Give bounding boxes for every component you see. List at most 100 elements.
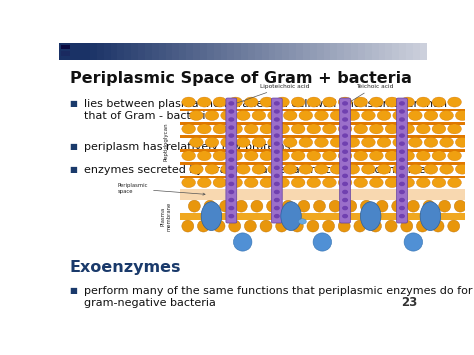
Bar: [420, 43, 427, 60]
Circle shape: [229, 118, 234, 121]
Ellipse shape: [456, 110, 469, 120]
Bar: [207, 43, 214, 60]
Circle shape: [400, 110, 404, 113]
Bar: [255, 43, 262, 60]
Ellipse shape: [260, 124, 273, 134]
Bar: [241, 43, 248, 60]
Ellipse shape: [237, 164, 250, 174]
Ellipse shape: [307, 178, 320, 187]
Ellipse shape: [315, 137, 328, 147]
Ellipse shape: [299, 219, 306, 224]
Ellipse shape: [454, 200, 466, 212]
Circle shape: [229, 110, 234, 113]
Ellipse shape: [401, 151, 414, 161]
Circle shape: [400, 102, 404, 105]
Ellipse shape: [237, 137, 250, 147]
Circle shape: [274, 166, 279, 169]
Circle shape: [274, 126, 279, 129]
Ellipse shape: [281, 202, 301, 230]
Bar: [413, 43, 420, 60]
Ellipse shape: [370, 220, 382, 232]
Ellipse shape: [292, 178, 305, 187]
Ellipse shape: [385, 178, 399, 187]
Ellipse shape: [338, 220, 350, 232]
Text: Periplasmic Space of Gram + bacteria: Periplasmic Space of Gram + bacteria: [70, 71, 411, 86]
Ellipse shape: [252, 110, 266, 120]
Ellipse shape: [360, 202, 381, 230]
Ellipse shape: [362, 110, 375, 120]
Ellipse shape: [198, 151, 211, 161]
Ellipse shape: [299, 164, 313, 174]
Ellipse shape: [266, 200, 279, 212]
Circle shape: [229, 214, 234, 218]
Ellipse shape: [307, 124, 320, 134]
Ellipse shape: [245, 151, 258, 161]
Ellipse shape: [370, 124, 383, 134]
Ellipse shape: [409, 110, 422, 120]
Text: ■: ■: [70, 142, 77, 151]
Ellipse shape: [233, 233, 252, 251]
Ellipse shape: [299, 110, 313, 120]
Ellipse shape: [198, 178, 211, 187]
Ellipse shape: [338, 178, 352, 187]
Bar: [283, 43, 290, 60]
Ellipse shape: [432, 124, 446, 134]
Bar: [104, 43, 111, 60]
Bar: [228, 43, 235, 60]
Ellipse shape: [338, 97, 352, 107]
Circle shape: [229, 150, 234, 153]
Ellipse shape: [229, 124, 242, 134]
Bar: [152, 43, 159, 60]
Circle shape: [274, 134, 279, 137]
Ellipse shape: [245, 220, 256, 232]
Ellipse shape: [307, 97, 320, 107]
Ellipse shape: [424, 164, 438, 174]
Ellipse shape: [329, 200, 341, 212]
Ellipse shape: [268, 110, 282, 120]
Bar: [234, 43, 241, 60]
Ellipse shape: [417, 151, 430, 161]
Ellipse shape: [276, 220, 288, 232]
Circle shape: [343, 174, 347, 178]
Ellipse shape: [423, 200, 435, 212]
Bar: [296, 43, 303, 60]
Ellipse shape: [401, 124, 414, 134]
Ellipse shape: [404, 233, 422, 251]
Ellipse shape: [323, 178, 336, 187]
Ellipse shape: [432, 151, 446, 161]
Bar: [59, 43, 83, 60]
Circle shape: [229, 158, 234, 161]
Text: 23: 23: [401, 296, 418, 309]
Circle shape: [274, 110, 279, 113]
Bar: [399, 43, 406, 60]
Text: Periplasmic
space: Periplasmic space: [118, 184, 205, 195]
Bar: [159, 43, 166, 60]
Bar: [180, 162, 465, 165]
Ellipse shape: [323, 97, 336, 107]
Ellipse shape: [313, 200, 326, 212]
Ellipse shape: [315, 164, 328, 174]
Ellipse shape: [385, 124, 399, 134]
Ellipse shape: [260, 97, 273, 107]
Circle shape: [343, 198, 347, 202]
Ellipse shape: [276, 124, 289, 134]
Ellipse shape: [370, 151, 383, 161]
Circle shape: [274, 158, 279, 161]
Ellipse shape: [307, 220, 319, 232]
Circle shape: [274, 142, 279, 145]
Circle shape: [343, 110, 347, 113]
FancyBboxPatch shape: [340, 98, 350, 223]
Ellipse shape: [251, 200, 263, 212]
Ellipse shape: [432, 97, 446, 107]
Bar: [330, 43, 337, 60]
Ellipse shape: [362, 137, 375, 147]
Ellipse shape: [276, 97, 289, 107]
Bar: [180, 149, 465, 152]
Ellipse shape: [448, 220, 460, 232]
Ellipse shape: [313, 233, 331, 251]
Ellipse shape: [182, 124, 195, 134]
Text: periplasm has relatively few proteins: periplasm has relatively few proteins: [84, 142, 291, 152]
Circle shape: [343, 190, 347, 193]
Ellipse shape: [292, 124, 305, 134]
Ellipse shape: [432, 220, 444, 232]
